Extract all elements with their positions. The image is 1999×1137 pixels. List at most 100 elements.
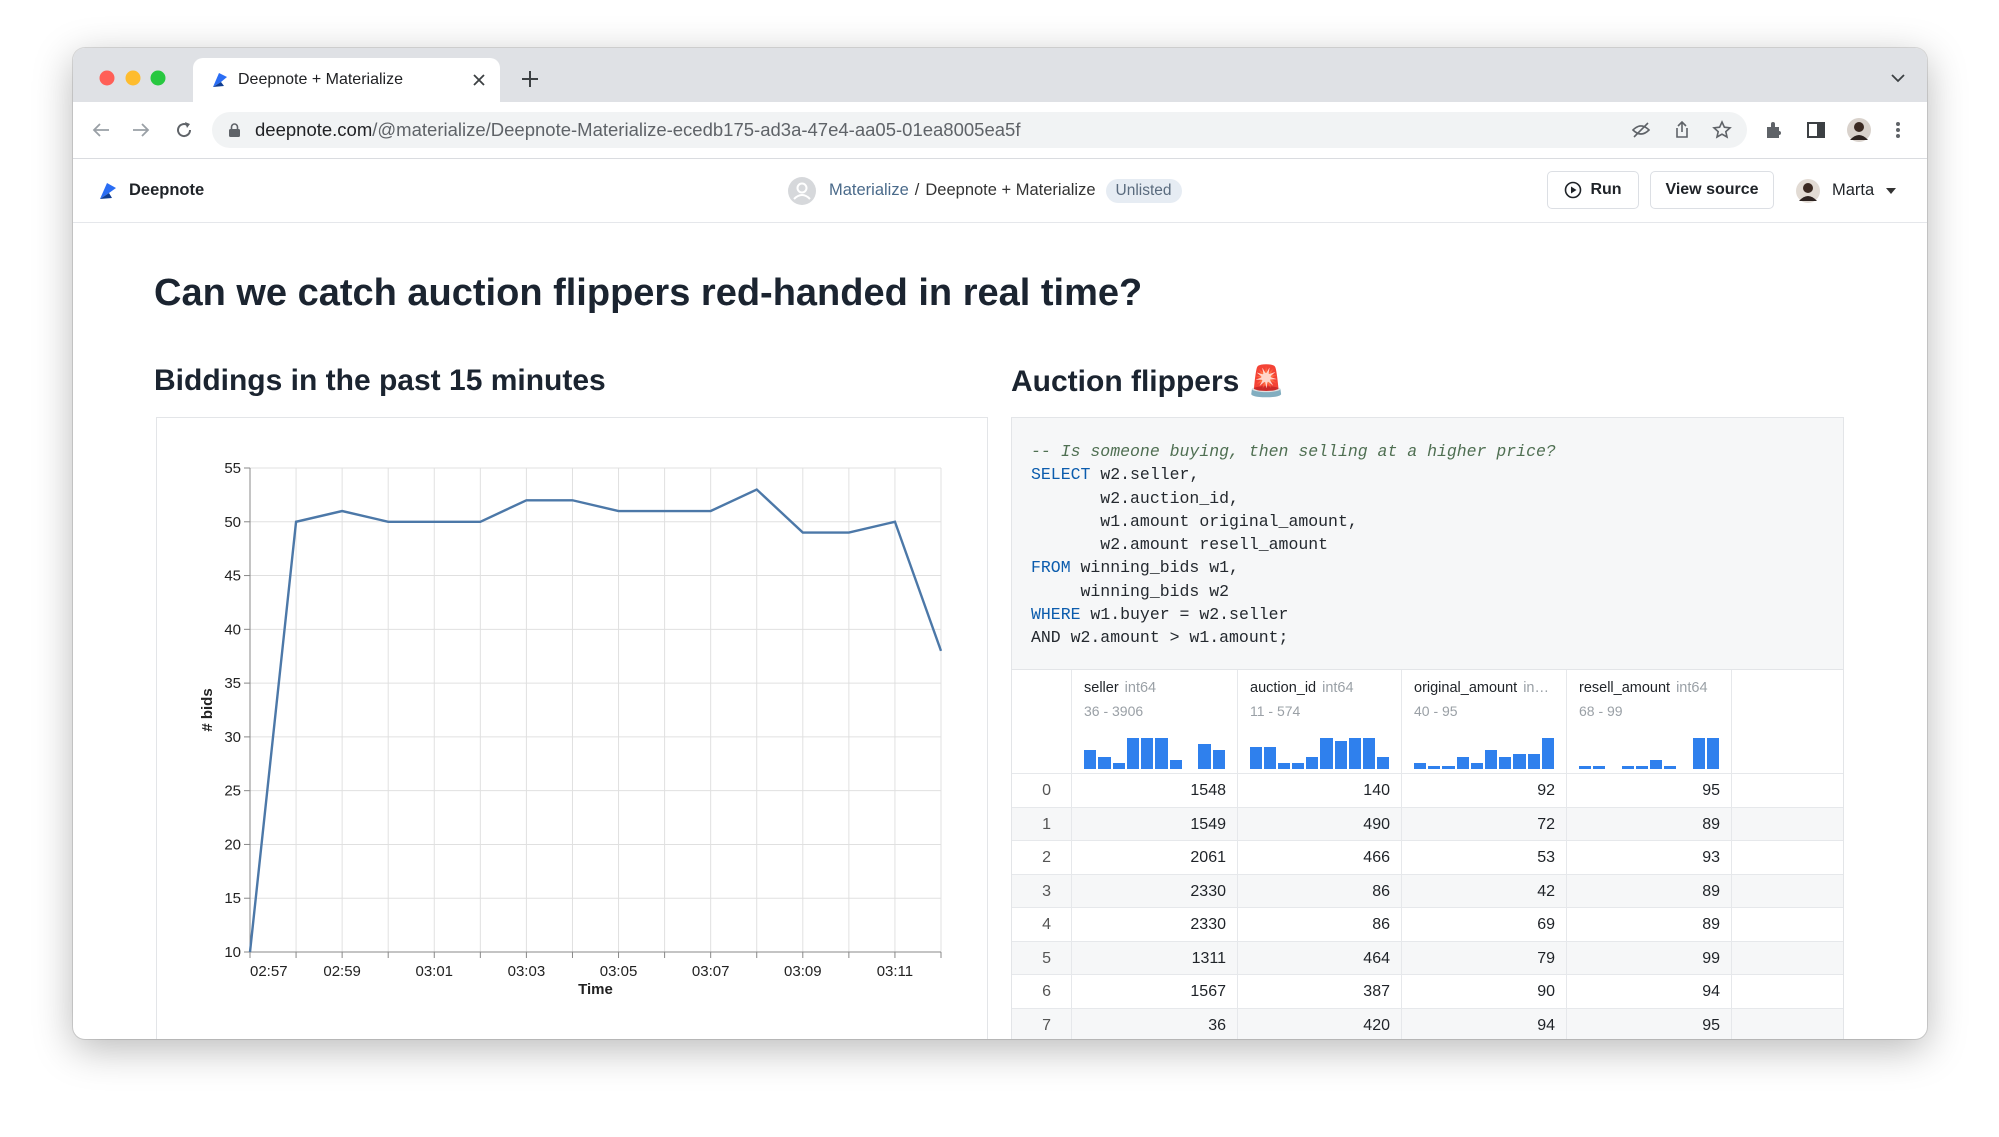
breadcrumb-separator: / [914, 181, 920, 199]
code-line: w1.amount original_amount, [1031, 510, 1843, 533]
filler-header [1732, 670, 1843, 774]
url-host: deepnote.com [255, 119, 373, 140]
table-cell: 2330 [1072, 908, 1238, 942]
column-dtype: int64 [1676, 680, 1708, 696]
share-icon[interactable] [1672, 120, 1692, 140]
x-tick-label: 03:05 [600, 963, 638, 980]
address-bar[interactable]: deepnote.com/@materialize/Deepnote-Mater… [212, 112, 1747, 148]
chart-heading: Biddings in the past 15 minutes [154, 364, 606, 397]
table-cell: 86 [1238, 874, 1402, 908]
run-button[interactable]: Run [1547, 171, 1639, 209]
view-source-button[interactable]: View source [1650, 171, 1774, 209]
brand[interactable]: Deepnote [129, 181, 205, 199]
table-cell: 94 [1402, 1008, 1567, 1039]
code-text: w2.seller, [1090, 465, 1200, 485]
code-text: AND w2.amount > w1.amount; [1031, 628, 1289, 648]
url-text: deepnote.com/@materialize/Deepnote-Mater… [255, 112, 1020, 148]
column-header: seller int64 36 - 3906 [1072, 670, 1238, 774]
column-title: auction_id int64 [1250, 680, 1354, 696]
histogram-bar [1320, 738, 1333, 769]
close-window[interactable] [99, 70, 115, 86]
maximize-window[interactable] [150, 70, 166, 86]
query-block: -- Is someone buying, then selling at a … [1011, 417, 1844, 1039]
hidden-icon[interactable] [1631, 120, 1651, 140]
deepnote-logo[interactable] [97, 180, 119, 202]
tab-close[interactable] [472, 73, 486, 87]
sidepanel-icon[interactable] [1806, 120, 1826, 140]
workspace-link[interactable]: Materialize [829, 181, 909, 199]
tab-title: Deepnote + Materialize [238, 71, 403, 88]
histogram-bar [1141, 738, 1154, 769]
table-cell: 1567 [1072, 975, 1238, 1009]
histogram-bar [1414, 762, 1427, 769]
histogram-bar [1362, 738, 1375, 769]
run-label: Run [1590, 181, 1622, 198]
toolbar: deepnote.com/@materialize/Deepnote-Mater… [73, 102, 1927, 159]
deepnote-header: Deepnote Materialize / Deepnote + Materi… [73, 159, 1927, 223]
column-range: 36 - 3906 [1084, 703, 1144, 719]
table-cell: 94 [1567, 975, 1732, 1009]
column-range: 40 - 95 [1414, 703, 1458, 719]
tab-strip: Deepnote + Materialize [73, 48, 1927, 102]
reload-button[interactable] [174, 120, 194, 140]
x-tick-label: 03:11 [877, 963, 913, 980]
table-cell: 95 [1567, 1008, 1732, 1039]
histogram-bar [1635, 765, 1649, 769]
table-cell: 95 [1567, 774, 1732, 808]
chart-box: 10 15 20 25 30 35 40 45 50 55 02:57 02:59 03:01 03:03… [156, 417, 988, 1039]
histogram-bar [1292, 762, 1305, 769]
filler-cell [1732, 1008, 1843, 1039]
back-button[interactable] [91, 120, 111, 140]
histogram-bar [1334, 741, 1347, 769]
tab-favicon [213, 73, 227, 87]
column-header: resell_amount int64 68 - 99 [1567, 670, 1732, 774]
table-cell: 79 [1402, 941, 1567, 975]
x-tick-label: 02:59 [323, 963, 361, 980]
tab-search[interactable] [1891, 73, 1905, 83]
extensions-icon[interactable] [1764, 120, 1784, 140]
project-name: Deepnote + Materialize [925, 181, 1096, 199]
data-line [248, 488, 943, 953]
code-line: w2.auction_id, [1031, 487, 1843, 510]
filler-cell [1732, 807, 1843, 841]
column-title: resell_amount int64 [1579, 680, 1708, 696]
code-comment: -- Is someone buying, then selling at a … [1031, 442, 1556, 461]
table-cell: 53 [1402, 841, 1567, 875]
histogram-bar [1084, 750, 1097, 769]
histogram-bar [1513, 753, 1526, 769]
y-tick-label: 50 [224, 514, 241, 531]
new-tab[interactable] [521, 70, 539, 88]
y-tick-label: 25 [224, 783, 241, 800]
histogram-bar [1250, 747, 1263, 769]
column-range: 68 - 99 [1579, 703, 1623, 719]
user-caret[interactable] [1886, 188, 1896, 194]
row-index: 6 [1012, 975, 1072, 1009]
workspace-avatar [788, 177, 816, 205]
result-table: seller int64 36 - 3906 auction_id int64 11 - … [1012, 670, 1843, 1039]
user-avatar[interactable] [1795, 178, 1821, 204]
histogram-bar [1499, 756, 1512, 769]
profile-avatar[interactable] [1846, 117, 1872, 143]
active-tab[interactable]: Deepnote + Materialize [193, 58, 500, 102]
histogram-bar [1212, 750, 1225, 769]
column-title: seller int64 [1084, 680, 1156, 696]
code-line: WHERE w1.buyer = w2.seller [1031, 603, 1843, 626]
y-axis-label: # bids [199, 688, 216, 731]
breadcrumb: Materialize / Deepnote + Materialize Unl… [829, 159, 1182, 222]
row-index: 1 [1012, 807, 1072, 841]
column-name: resell_amount [1579, 680, 1671, 696]
x-axis-label: Time [578, 981, 613, 998]
user-name[interactable]: Marta [1832, 181, 1875, 199]
minimize-window[interactable] [125, 70, 141, 86]
code-keyword: FROM [1031, 558, 1071, 578]
histogram [1579, 738, 1720, 769]
histogram-bar [1098, 756, 1111, 769]
code-line: -- Is someone buying, then selling at a … [1031, 440, 1843, 463]
page-title: Can we catch auction flippers red-handed… [154, 271, 1143, 314]
bookmark-icon[interactable] [1712, 120, 1732, 140]
forward-button[interactable] [131, 120, 151, 140]
menu-icon[interactable] [1894, 120, 1902, 140]
column-range: 11 - 574 [1250, 703, 1301, 719]
histogram-bar [1376, 756, 1389, 769]
x-tick-label: 03:07 [692, 963, 730, 980]
